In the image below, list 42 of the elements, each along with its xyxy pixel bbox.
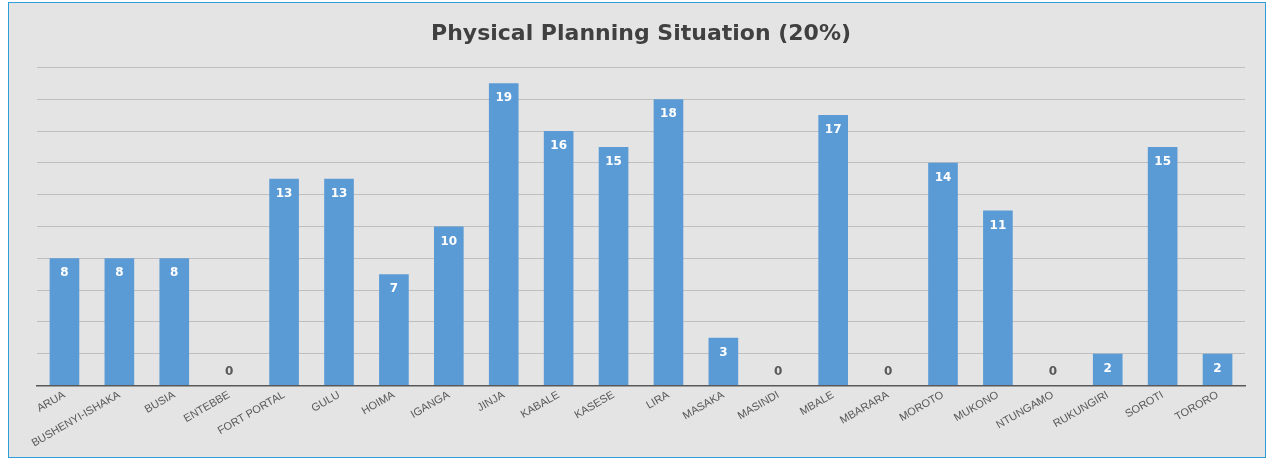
bar	[708, 337, 739, 385]
data-label: 15	[605, 154, 622, 169]
x-tick-label: LIRA	[643, 387, 672, 411]
bar	[1202, 353, 1233, 385]
data-label: 7	[389, 281, 399, 296]
bar	[269, 178, 299, 385]
data-label: 0	[774, 363, 783, 378]
data-label: 14	[934, 169, 952, 184]
bar	[983, 210, 1013, 385]
bar	[433, 226, 464, 385]
bar	[543, 131, 574, 385]
chart-title: Physical Planning Situation (20%)	[431, 19, 851, 45]
bar	[928, 162, 958, 385]
data-label: 10	[440, 233, 458, 248]
bar	[488, 83, 519, 385]
data-label: 17	[824, 122, 842, 137]
bar	[159, 258, 190, 385]
data-label: 19	[495, 90, 513, 105]
data-label: 16	[550, 138, 567, 153]
data-label: 3	[719, 344, 728, 359]
data-label: 2	[1213, 360, 1222, 375]
bar	[1147, 146, 1178, 385]
data-label: 0	[883, 363, 893, 378]
bar	[324, 178, 354, 385]
bar	[818, 115, 849, 385]
bar	[379, 274, 409, 385]
data-label: 8	[60, 265, 69, 280]
data-label: 8	[170, 265, 179, 280]
data-label: 15	[1154, 154, 1171, 169]
data-label: 8	[115, 265, 124, 280]
bar	[653, 99, 684, 385]
data-label: 0	[1048, 363, 1057, 378]
data-label: 13	[330, 185, 348, 200]
bar	[104, 258, 135, 385]
bar	[598, 146, 629, 385]
bar	[1092, 353, 1123, 385]
data-label: 11	[989, 217, 1007, 232]
bar	[49, 258, 80, 385]
data-label: 13	[275, 185, 293, 200]
data-label: 2	[1103, 360, 1112, 375]
data-label: 0	[225, 363, 234, 378]
data-label: 18	[660, 106, 677, 121]
